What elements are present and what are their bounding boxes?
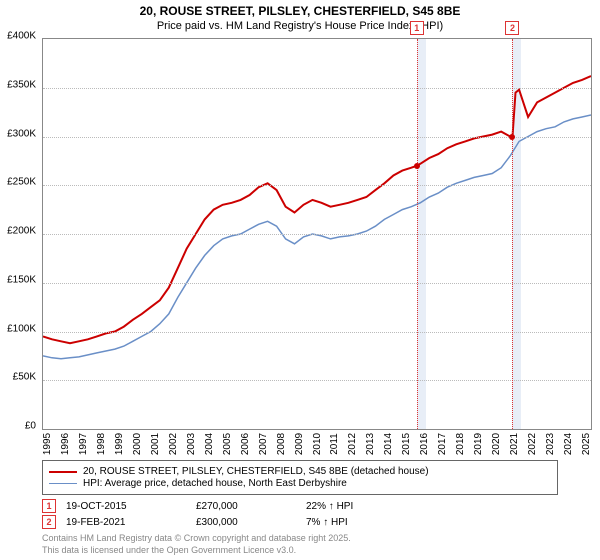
x-tick-label: 2025 bbox=[581, 433, 592, 455]
series-hpi bbox=[43, 115, 591, 359]
gridline bbox=[43, 332, 591, 333]
x-tick-label: 2007 bbox=[258, 433, 269, 455]
x-tick-label: 2010 bbox=[312, 433, 323, 455]
legend-label: 20, ROUSE STREET, PILSLEY, CHESTERFIELD,… bbox=[83, 466, 429, 477]
sale-row: 2 19-FEB-2021 £300,000 7% ↑ HPI bbox=[42, 515, 558, 529]
y-tick-label: £300K bbox=[7, 128, 36, 139]
sale-price: £270,000 bbox=[196, 501, 296, 512]
y-tick-label: £250K bbox=[7, 177, 36, 188]
x-tick-label: 2000 bbox=[132, 433, 143, 455]
y-axis: £0£50K£100K£150K£200K£250K£300K£350K£400… bbox=[0, 36, 40, 428]
x-tick-label: 2014 bbox=[383, 433, 394, 455]
y-tick-label: £0 bbox=[25, 421, 36, 432]
y-tick-label: £350K bbox=[7, 79, 36, 90]
sale-vline bbox=[512, 39, 513, 429]
legend-swatch bbox=[49, 483, 77, 485]
x-tick-label: 1997 bbox=[78, 433, 89, 455]
y-tick-label: £100K bbox=[7, 323, 36, 334]
y-tick-label: £50K bbox=[13, 372, 36, 383]
x-tick-label: 2021 bbox=[509, 433, 520, 455]
gridline bbox=[43, 185, 591, 186]
sale-row: 1 19-OCT-2015 £270,000 22% ↑ HPI bbox=[42, 499, 558, 513]
sales-table: 1 19-OCT-2015 £270,000 22% ↑ HPI 2 19-FEB-202… bbox=[42, 499, 558, 529]
x-tick-label: 2004 bbox=[204, 433, 215, 455]
series-price_paid bbox=[43, 76, 591, 343]
sale-date: 19-OCT-2015 bbox=[66, 501, 186, 512]
y-tick-label: £150K bbox=[7, 274, 36, 285]
x-tick-label: 2024 bbox=[563, 433, 574, 455]
x-tick-label: 1996 bbox=[60, 433, 71, 455]
sale-row-marker: 2 bbox=[42, 515, 56, 529]
chart-plot-area: 12 bbox=[42, 38, 592, 430]
sale-row-marker: 1 bbox=[42, 499, 56, 513]
gridline bbox=[43, 88, 591, 89]
sale-pct: 7% ↑ HPI bbox=[306, 517, 406, 528]
x-tick-label: 2011 bbox=[329, 433, 340, 455]
footer: Contains HM Land Registry data © Crown c… bbox=[42, 533, 558, 556]
sale-dot bbox=[414, 163, 420, 169]
footer-line2: This data is licensed under the Open Gov… bbox=[42, 545, 558, 557]
x-tick-label: 2006 bbox=[240, 433, 251, 455]
gridline bbox=[43, 380, 591, 381]
y-tick-label: £200K bbox=[7, 226, 36, 237]
x-tick-label: 2019 bbox=[473, 433, 484, 455]
sale-price: £300,000 bbox=[196, 517, 296, 528]
sale-vline bbox=[417, 39, 418, 429]
x-tick-label: 2015 bbox=[401, 433, 412, 455]
x-tick-label: 1995 bbox=[42, 433, 53, 455]
sale-pct: 22% ↑ HPI bbox=[306, 501, 406, 512]
x-tick-label: 2001 bbox=[150, 433, 161, 455]
sale-marker-box: 2 bbox=[505, 21, 519, 35]
x-tick-label: 2016 bbox=[419, 433, 430, 455]
x-tick-label: 2017 bbox=[437, 433, 448, 455]
x-tick-label: 2009 bbox=[294, 433, 305, 455]
legend-swatch bbox=[49, 471, 77, 473]
x-tick-label: 2005 bbox=[222, 433, 233, 455]
x-tick-label: 2022 bbox=[527, 433, 538, 455]
x-tick-label: 2013 bbox=[365, 433, 376, 455]
sale-date: 19-FEB-2021 bbox=[66, 517, 186, 528]
x-tick-label: 2020 bbox=[491, 433, 502, 455]
legend-row: HPI: Average price, detached house, Nort… bbox=[49, 478, 551, 489]
legend-row: 20, ROUSE STREET, PILSLEY, CHESTERFIELD,… bbox=[49, 466, 551, 477]
gridline bbox=[43, 283, 591, 284]
y-tick-label: £400K bbox=[7, 31, 36, 42]
gridline bbox=[43, 234, 591, 235]
x-tick-label: 2012 bbox=[347, 433, 358, 455]
x-tick-label: 2003 bbox=[186, 433, 197, 455]
legend-label: HPI: Average price, detached house, Nort… bbox=[83, 478, 347, 489]
x-tick-label: 2018 bbox=[455, 433, 466, 455]
x-tick-label: 2023 bbox=[545, 433, 556, 455]
x-tick-label: 1999 bbox=[114, 433, 125, 455]
legend: 20, ROUSE STREET, PILSLEY, CHESTERFIELD,… bbox=[42, 460, 558, 495]
sale-marker-box: 1 bbox=[410, 21, 424, 35]
x-tick-label: 2008 bbox=[276, 433, 287, 455]
chart-title: 20, ROUSE STREET, PILSLEY, CHESTERFIELD,… bbox=[0, 0, 600, 20]
footer-line1: Contains HM Land Registry data © Crown c… bbox=[42, 533, 558, 545]
x-axis: 1995 1996 1997 1998 1999 2000 2001 2002 2003 2004… bbox=[42, 430, 592, 456]
x-tick-label: 2002 bbox=[168, 433, 179, 455]
x-tick-label: 1998 bbox=[96, 433, 107, 455]
sale-dot bbox=[509, 134, 515, 140]
